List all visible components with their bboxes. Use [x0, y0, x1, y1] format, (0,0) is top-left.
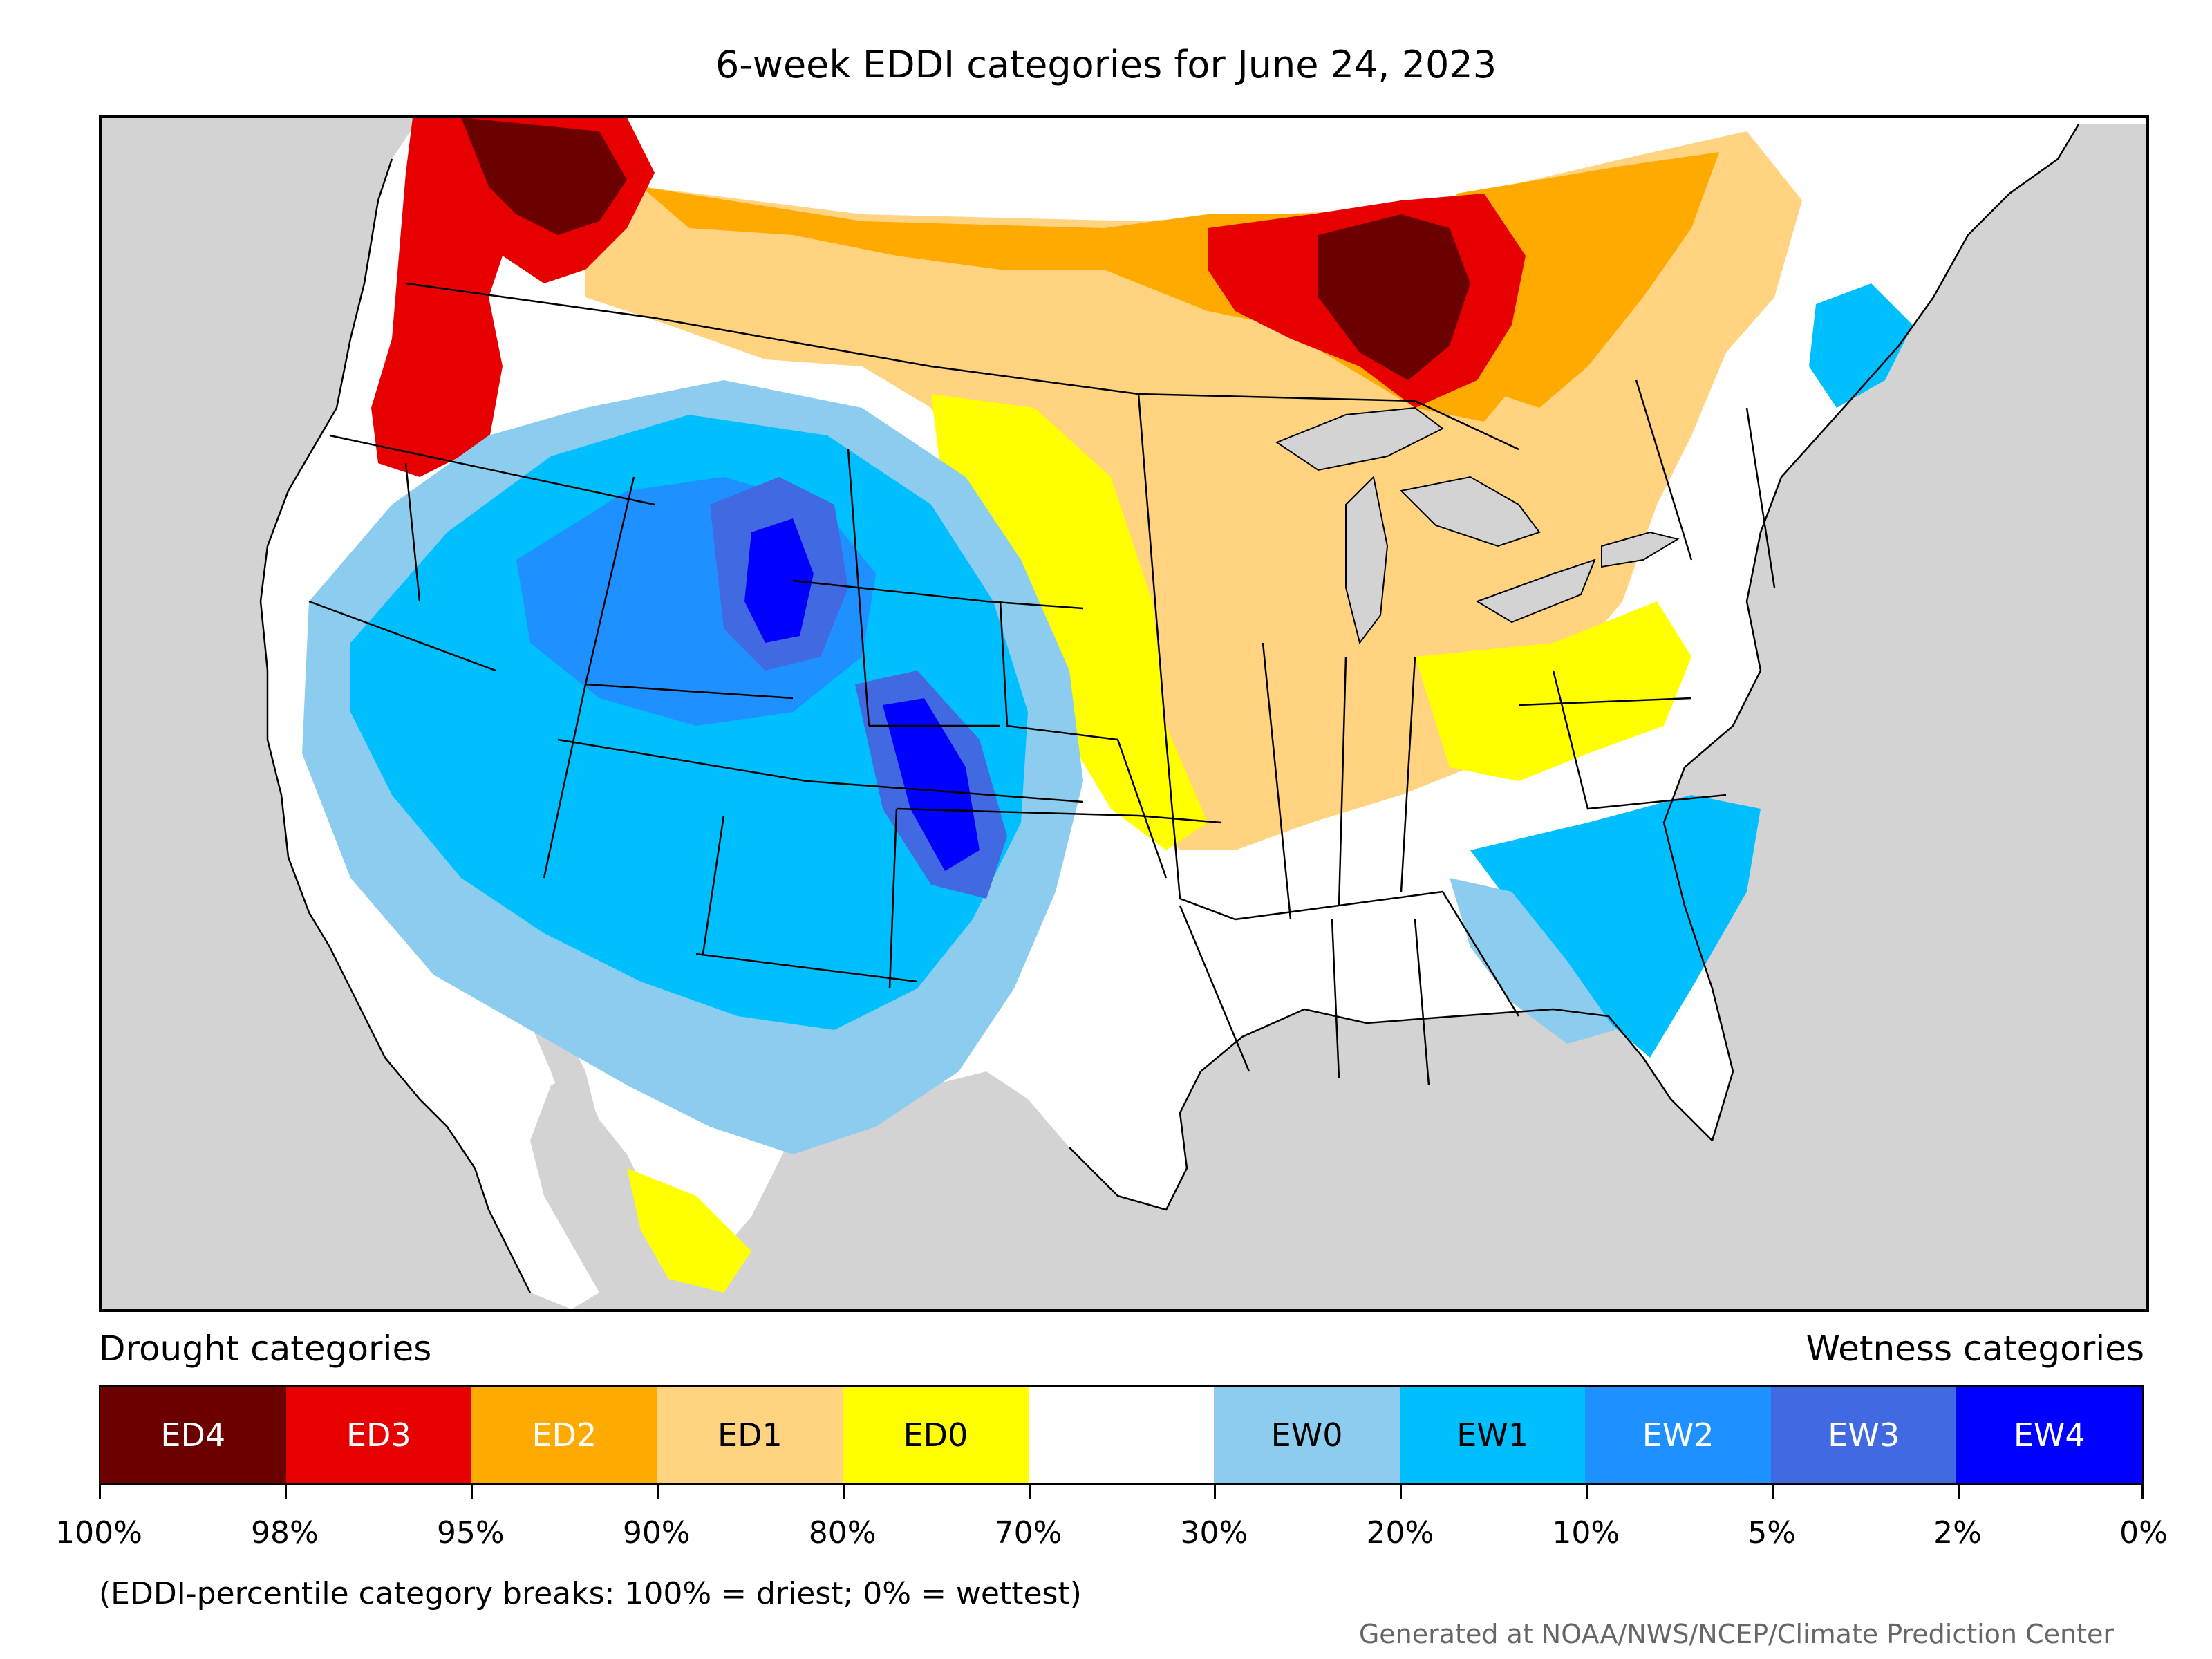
- state-boundaries: [308, 282, 1776, 1086]
- colorbar-tick: [1772, 1483, 1774, 1499]
- gulf-coastline: [1069, 1008, 1713, 1211]
- colorbar-tick: [656, 1483, 659, 1499]
- wetness-categories-heading: Wetness categories: [1806, 1329, 2144, 1369]
- colorbar-cell: ED4: [100, 1387, 286, 1483]
- colorbar-cell: ED0: [843, 1387, 1029, 1483]
- colorbar-cell: ED2: [471, 1387, 657, 1483]
- eddi-map: [99, 115, 2149, 1312]
- colorbar-cell: EW2: [1585, 1387, 1771, 1483]
- region-ed0-ohio-valley: [1415, 601, 1691, 781]
- colorbar-tick: [1400, 1483, 1403, 1499]
- colorbar-ticks: [99, 1483, 2144, 1504]
- colorbar-tick: [99, 1483, 101, 1499]
- region-ed4-upper-midwest: [1318, 214, 1470, 380]
- region-ed0-mexico: [627, 1168, 751, 1293]
- colorbar-tick: [1958, 1483, 1960, 1499]
- map-canvas: [102, 118, 2146, 1309]
- colorbar-tick: [1586, 1483, 1588, 1499]
- colorbar-tick-label: 80%: [808, 1515, 877, 1550]
- colorbar-tick-label: 10%: [1552, 1515, 1620, 1550]
- colorbar-tick-label: 2%: [1933, 1515, 1982, 1550]
- region-ew4-plains: [883, 698, 980, 871]
- colorbar-tick: [1214, 1483, 1217, 1499]
- colorbar-cell: EW0: [1214, 1387, 1400, 1483]
- colorbar-tick-label: 95%: [436, 1515, 505, 1550]
- category-colorbar: ED4 ED3 ED2 ED1 ED0 EW0 EW1 EW2 EW3 EW4: [99, 1385, 2144, 1485]
- colorbar-tick-label: 90%: [622, 1515, 691, 1550]
- atlantic-coastline: [1662, 124, 2080, 1141]
- colorbar-tick: [284, 1483, 287, 1499]
- colorbar-tick: [2141, 1483, 2144, 1499]
- colorbar-tick-label: 98%: [251, 1515, 319, 1550]
- region-ew4-wyoming: [744, 518, 814, 643]
- colorbar-tick-label: 100%: [55, 1515, 142, 1550]
- colorbar-tick-label: 5%: [1747, 1515, 1797, 1550]
- colorbar-tick: [842, 1483, 845, 1499]
- map-title: 6-week EDDI categories for June 24, 2023: [715, 43, 1497, 86]
- credit-line: Generated at NOAA/NWS/NCEP/Climate Predi…: [1358, 1619, 2114, 1649]
- coastline: [259, 158, 532, 1293]
- colorbar-tick: [1028, 1483, 1031, 1499]
- colorbar-cell: EW4: [1956, 1387, 2143, 1483]
- region-ed2-northeast: [1456, 152, 1719, 408]
- region-ed4-pacific-northwest: [461, 118, 627, 235]
- region-ew0-southeast: [1450, 878, 1615, 1044]
- drought-categories-heading: Drought categories: [99, 1329, 432, 1369]
- colorbar-cell: [1028, 1387, 1215, 1483]
- great-lakes: [1275, 406, 1680, 645]
- colorbar-tick-label: 30%: [1180, 1515, 1248, 1550]
- colorbar-tick-label: 0%: [2119, 1515, 2168, 1550]
- footnote: (EDDI-percentile category breaks: 100% =…: [99, 1576, 1082, 1611]
- colorbar-cell: ED3: [285, 1387, 472, 1483]
- region-ed0-belt: [931, 394, 1208, 850]
- colorbar-tick: [470, 1483, 473, 1499]
- colorbar-cell: EW3: [1770, 1387, 1957, 1483]
- region-ew1-northeast: [1809, 283, 1913, 408]
- region-ew1-southeast: [1470, 795, 1761, 1058]
- colorbar-tick-label: 70%: [994, 1515, 1062, 1550]
- colorbar-tick-label: 20%: [1366, 1515, 1434, 1550]
- colorbar-cell: EW1: [1399, 1387, 1586, 1483]
- colorbar-cell: ED1: [657, 1387, 843, 1483]
